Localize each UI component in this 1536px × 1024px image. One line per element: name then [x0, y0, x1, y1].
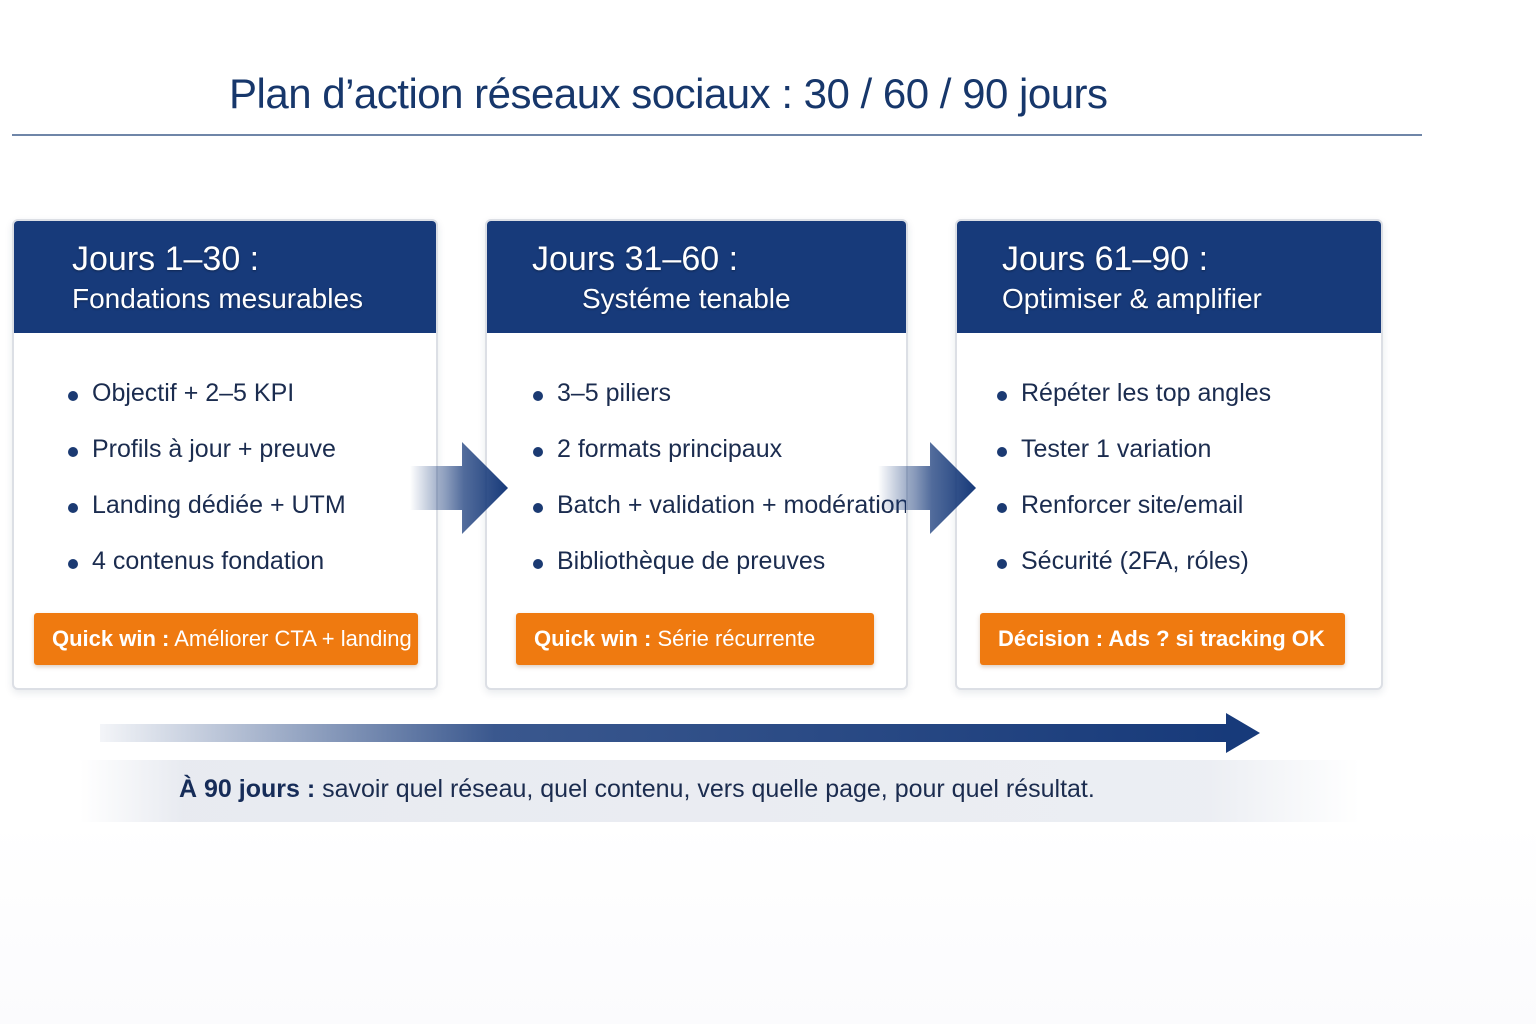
badge-text: Série récurrente	[651, 626, 816, 651]
phase-subtitle: Fondations mesurables	[72, 283, 364, 314]
arrow-right-icon	[410, 442, 508, 534]
phase-range: Jours 1–30 :	[72, 240, 260, 278]
phase-subtitle: Optimiser & amplifier	[1002, 283, 1262, 314]
arrow-right-icon	[878, 442, 976, 534]
badge-label: Quick win :	[52, 626, 170, 651]
list-item: 4 contenus fondation	[68, 533, 436, 589]
phase-bullet-list: Objectif + 2–5 KPI Profils à jour + preu…	[14, 333, 436, 589]
summary-band	[80, 760, 1360, 822]
phase-card-2: Jours 31–60 : Systéme tenable 3–5 pilier…	[485, 219, 908, 690]
title-divider	[12, 134, 1422, 136]
phase-card-header: Jours 1–30 : Fondations mesurables	[14, 221, 436, 333]
phase-subtitle: Systéme tenable	[582, 283, 791, 314]
list-item: 2 formats principaux	[533, 421, 906, 477]
list-item: Batch + validation + modération	[533, 477, 906, 533]
phase-range: Jours 61–90 :	[1002, 240, 1209, 278]
summary-text: À 90 jours : savoir quel réseau, quel co…	[179, 775, 1095, 804]
phase-bullet-list: Répéter les top angles Tester 1 variatio…	[957, 333, 1381, 589]
list-item: Landing dédiée + UTM	[68, 477, 436, 533]
list-item: Objectif + 2–5 KPI	[68, 365, 436, 421]
quick-win-badge: Quick win : Série récurrente	[516, 613, 874, 665]
list-item: Répéter les top angles	[997, 365, 1381, 421]
decision-badge: Décision : Ads ? si tracking OK	[980, 613, 1345, 665]
summary-body: savoir quel réseau, quel contenu, vers q…	[315, 775, 1095, 803]
phase-range: Jours 31–60 :	[532, 240, 739, 278]
list-item: Sécurité (2FA, róles)	[997, 533, 1381, 589]
phase-bullet-list: 3–5 piliers 2 formats principaux Batch +…	[487, 333, 906, 589]
badge-label: Décision : Ads ? si tracking OK	[998, 626, 1325, 651]
timeline-arrow-icon	[100, 713, 1260, 753]
phase-card-header: Jours 31–60 : Systéme tenable	[487, 221, 906, 333]
summary-lead: À 90 jours :	[179, 775, 316, 803]
page-title: Plan d’action réseaux sociaux : 30 / 60 …	[229, 70, 1108, 117]
list-item: Bibliothèque de preuves	[533, 533, 906, 589]
list-item: Profils à jour + preuve	[68, 421, 436, 477]
phase-card-3: Jours 61–90 : Optimiser & amplifier Répé…	[955, 219, 1383, 690]
phase-card-header: Jours 61–90 : Optimiser & amplifier	[957, 221, 1381, 333]
list-item: Renforcer site/email	[997, 477, 1381, 533]
list-item: 3–5 piliers	[533, 365, 906, 421]
badge-text: Améliorer CTA + landing	[169, 626, 412, 651]
list-item: Tester 1 variation	[997, 421, 1381, 477]
quick-win-badge: Quick win : Améliorer CTA + landing	[34, 613, 418, 665]
phase-card-1: Jours 1–30 : Fondations mesurables Objec…	[12, 219, 438, 690]
badge-label: Quick win :	[534, 626, 652, 651]
